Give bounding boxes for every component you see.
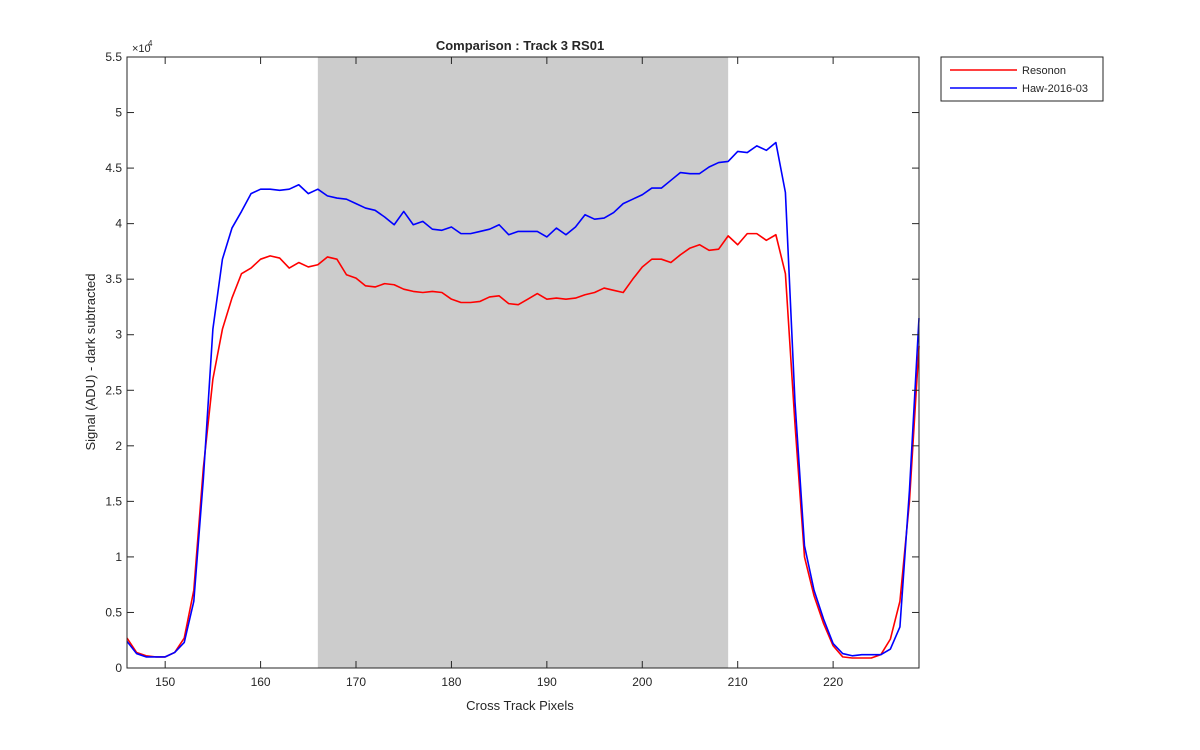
y-tick-label: 0 [115,661,122,675]
y-tick-label: 1.5 [105,494,122,508]
series-line-1 [126,141,920,658]
y-tick-label: 3.5 [105,272,122,286]
y-tick-label: 4.5 [105,161,122,175]
shaded-region [317,57,729,668]
legend-label-haw: Haw-2016-03 [1022,83,1088,95]
series-layer [126,141,920,659]
y-exponent-base: ×10 [132,43,151,55]
legend-box [940,56,1104,102]
x-ticks: 150 160 170 180 190 200 210 220 [155,57,843,689]
x-axis-label: Cross Track Pixels [466,698,574,713]
y-tick-label: 0.5 [105,605,122,619]
x-tick-label: 150 [155,675,175,689]
chart-title: Comparison : Track 3 RS01 [436,38,604,53]
y-tick-label: 4 [115,217,122,231]
legend: Resonon Haw-2016-03 [940,56,1104,102]
x-tick-label: 170 [346,675,366,689]
x-tick-label: 220 [823,675,843,689]
y-ticks: 0 0.5 1 1.5 2 2.5 3 3.5 4 4.5 5 5.5 [105,50,919,675]
y-tick-label: 5 [115,106,122,120]
x-tick-label: 190 [537,675,557,689]
y-exponent-power: 4 [148,39,153,48]
y-tick-label: 2 [115,439,122,453]
y-tick-label: 5.5 [105,50,122,64]
axes-box [126,56,920,669]
y-axis-label: Signal (ADU) - dark subtracted [83,273,98,450]
series-line-0 [126,232,920,659]
y-tick-label: 3 [115,328,122,342]
x-tick-label: 160 [251,675,271,689]
x-tick-label: 200 [632,675,652,689]
x-tick-label: 210 [728,675,748,689]
y-exponent-label: ×10 4 [132,39,153,55]
legend-label-resonon: Resonon [1022,65,1066,77]
y-tick-label: 2.5 [105,383,122,397]
y-tick-label: 1 [115,550,122,564]
x-tick-label: 180 [441,675,461,689]
